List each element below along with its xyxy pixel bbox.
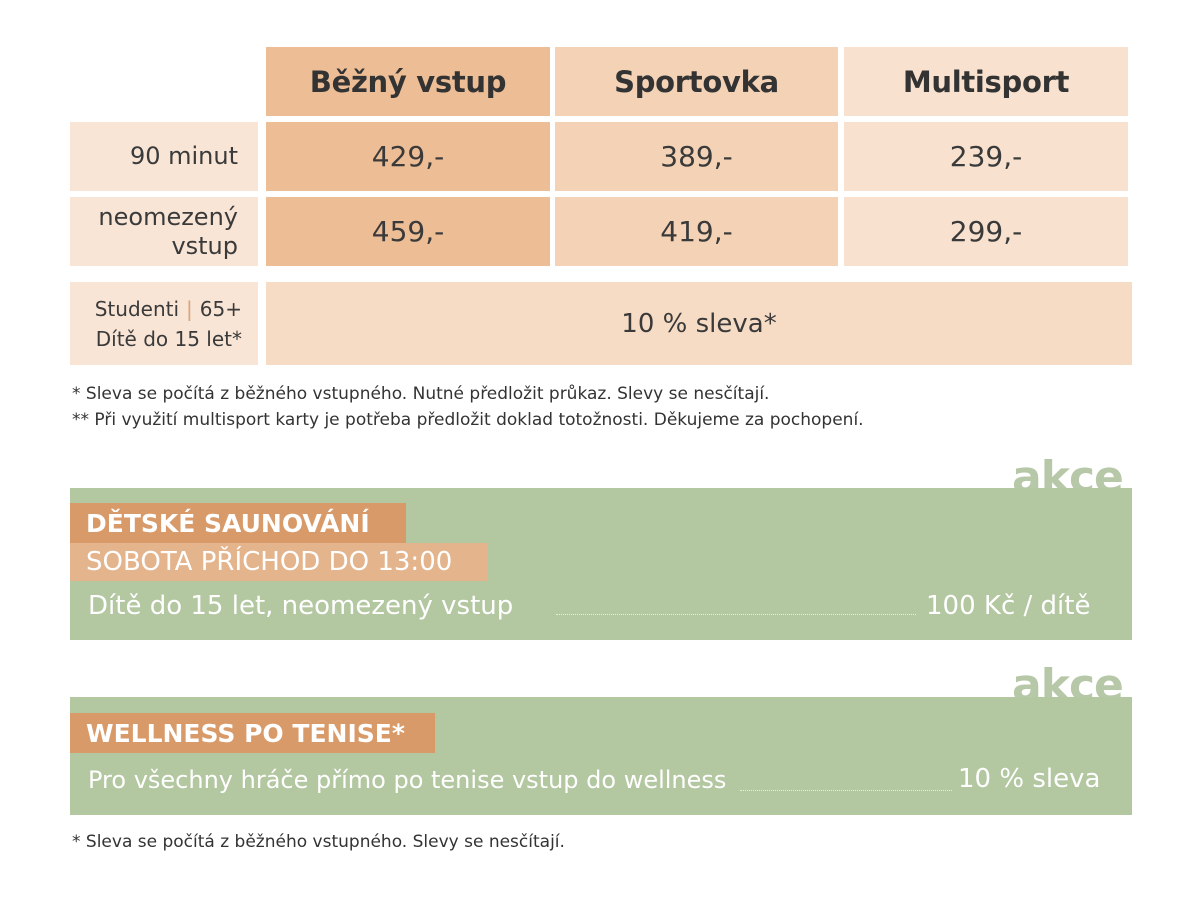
note-2: ** Při využití multisport karty je potře… bbox=[72, 410, 864, 430]
price-cell: 389,- bbox=[555, 122, 838, 191]
promo-item: Dítě do 15 let, neomezený vstup bbox=[88, 591, 514, 621]
row-label-discount: Studenti | 65+ Dítě do 15 let* bbox=[70, 282, 258, 365]
promo-title: WELLNESS PO TENISE* bbox=[70, 713, 435, 753]
promo-title: DĚTSKÉ SAUNOVÁNÍ bbox=[70, 503, 406, 543]
header-sportovka: Sportovka bbox=[555, 47, 838, 116]
row-label-90-minut: 90 minut bbox=[70, 122, 258, 191]
discount-value: 10 % sleva* bbox=[266, 282, 1132, 365]
dotted-leader bbox=[556, 614, 916, 615]
row-label-line: neomezený bbox=[98, 202, 238, 231]
price-cell: 299,- bbox=[844, 197, 1128, 266]
discount-label-line: Dítě do 15 let* bbox=[95, 326, 242, 351]
price-cell: 239,- bbox=[844, 122, 1128, 191]
header-multisport: Multisport bbox=[844, 47, 1128, 116]
promo-price: 100 Kč / dítě bbox=[926, 591, 1091, 621]
discount-label-seniors: 65+ bbox=[199, 296, 242, 321]
footnote: * Sleva se počítá z běžného vstupného. S… bbox=[72, 832, 565, 852]
promo-item: Pro všechny hráče přímo po tenise vstup … bbox=[88, 766, 727, 794]
discount-label-students: Studenti bbox=[94, 296, 180, 321]
price-cell: 419,- bbox=[555, 197, 838, 266]
discount-label-line: Studenti | 65+ bbox=[95, 294, 242, 324]
promo-subtitle: SOBOTA PŘÍCHOD DO 13:00 bbox=[70, 543, 488, 581]
dotted-leader bbox=[740, 790, 952, 791]
header-bezny-vstup: Běžný vstup bbox=[266, 47, 550, 116]
note-1: * Sleva se počítá z běžného vstupného. N… bbox=[72, 384, 770, 404]
promo-price: 10 % sleva bbox=[958, 764, 1101, 794]
row-label-line: vstup bbox=[171, 231, 238, 260]
price-cell: 459,- bbox=[266, 197, 550, 266]
divider: | bbox=[186, 296, 193, 321]
row-label-neomezeny-vstup: neomezený vstup bbox=[70, 197, 258, 266]
price-cell: 429,- bbox=[266, 122, 550, 191]
